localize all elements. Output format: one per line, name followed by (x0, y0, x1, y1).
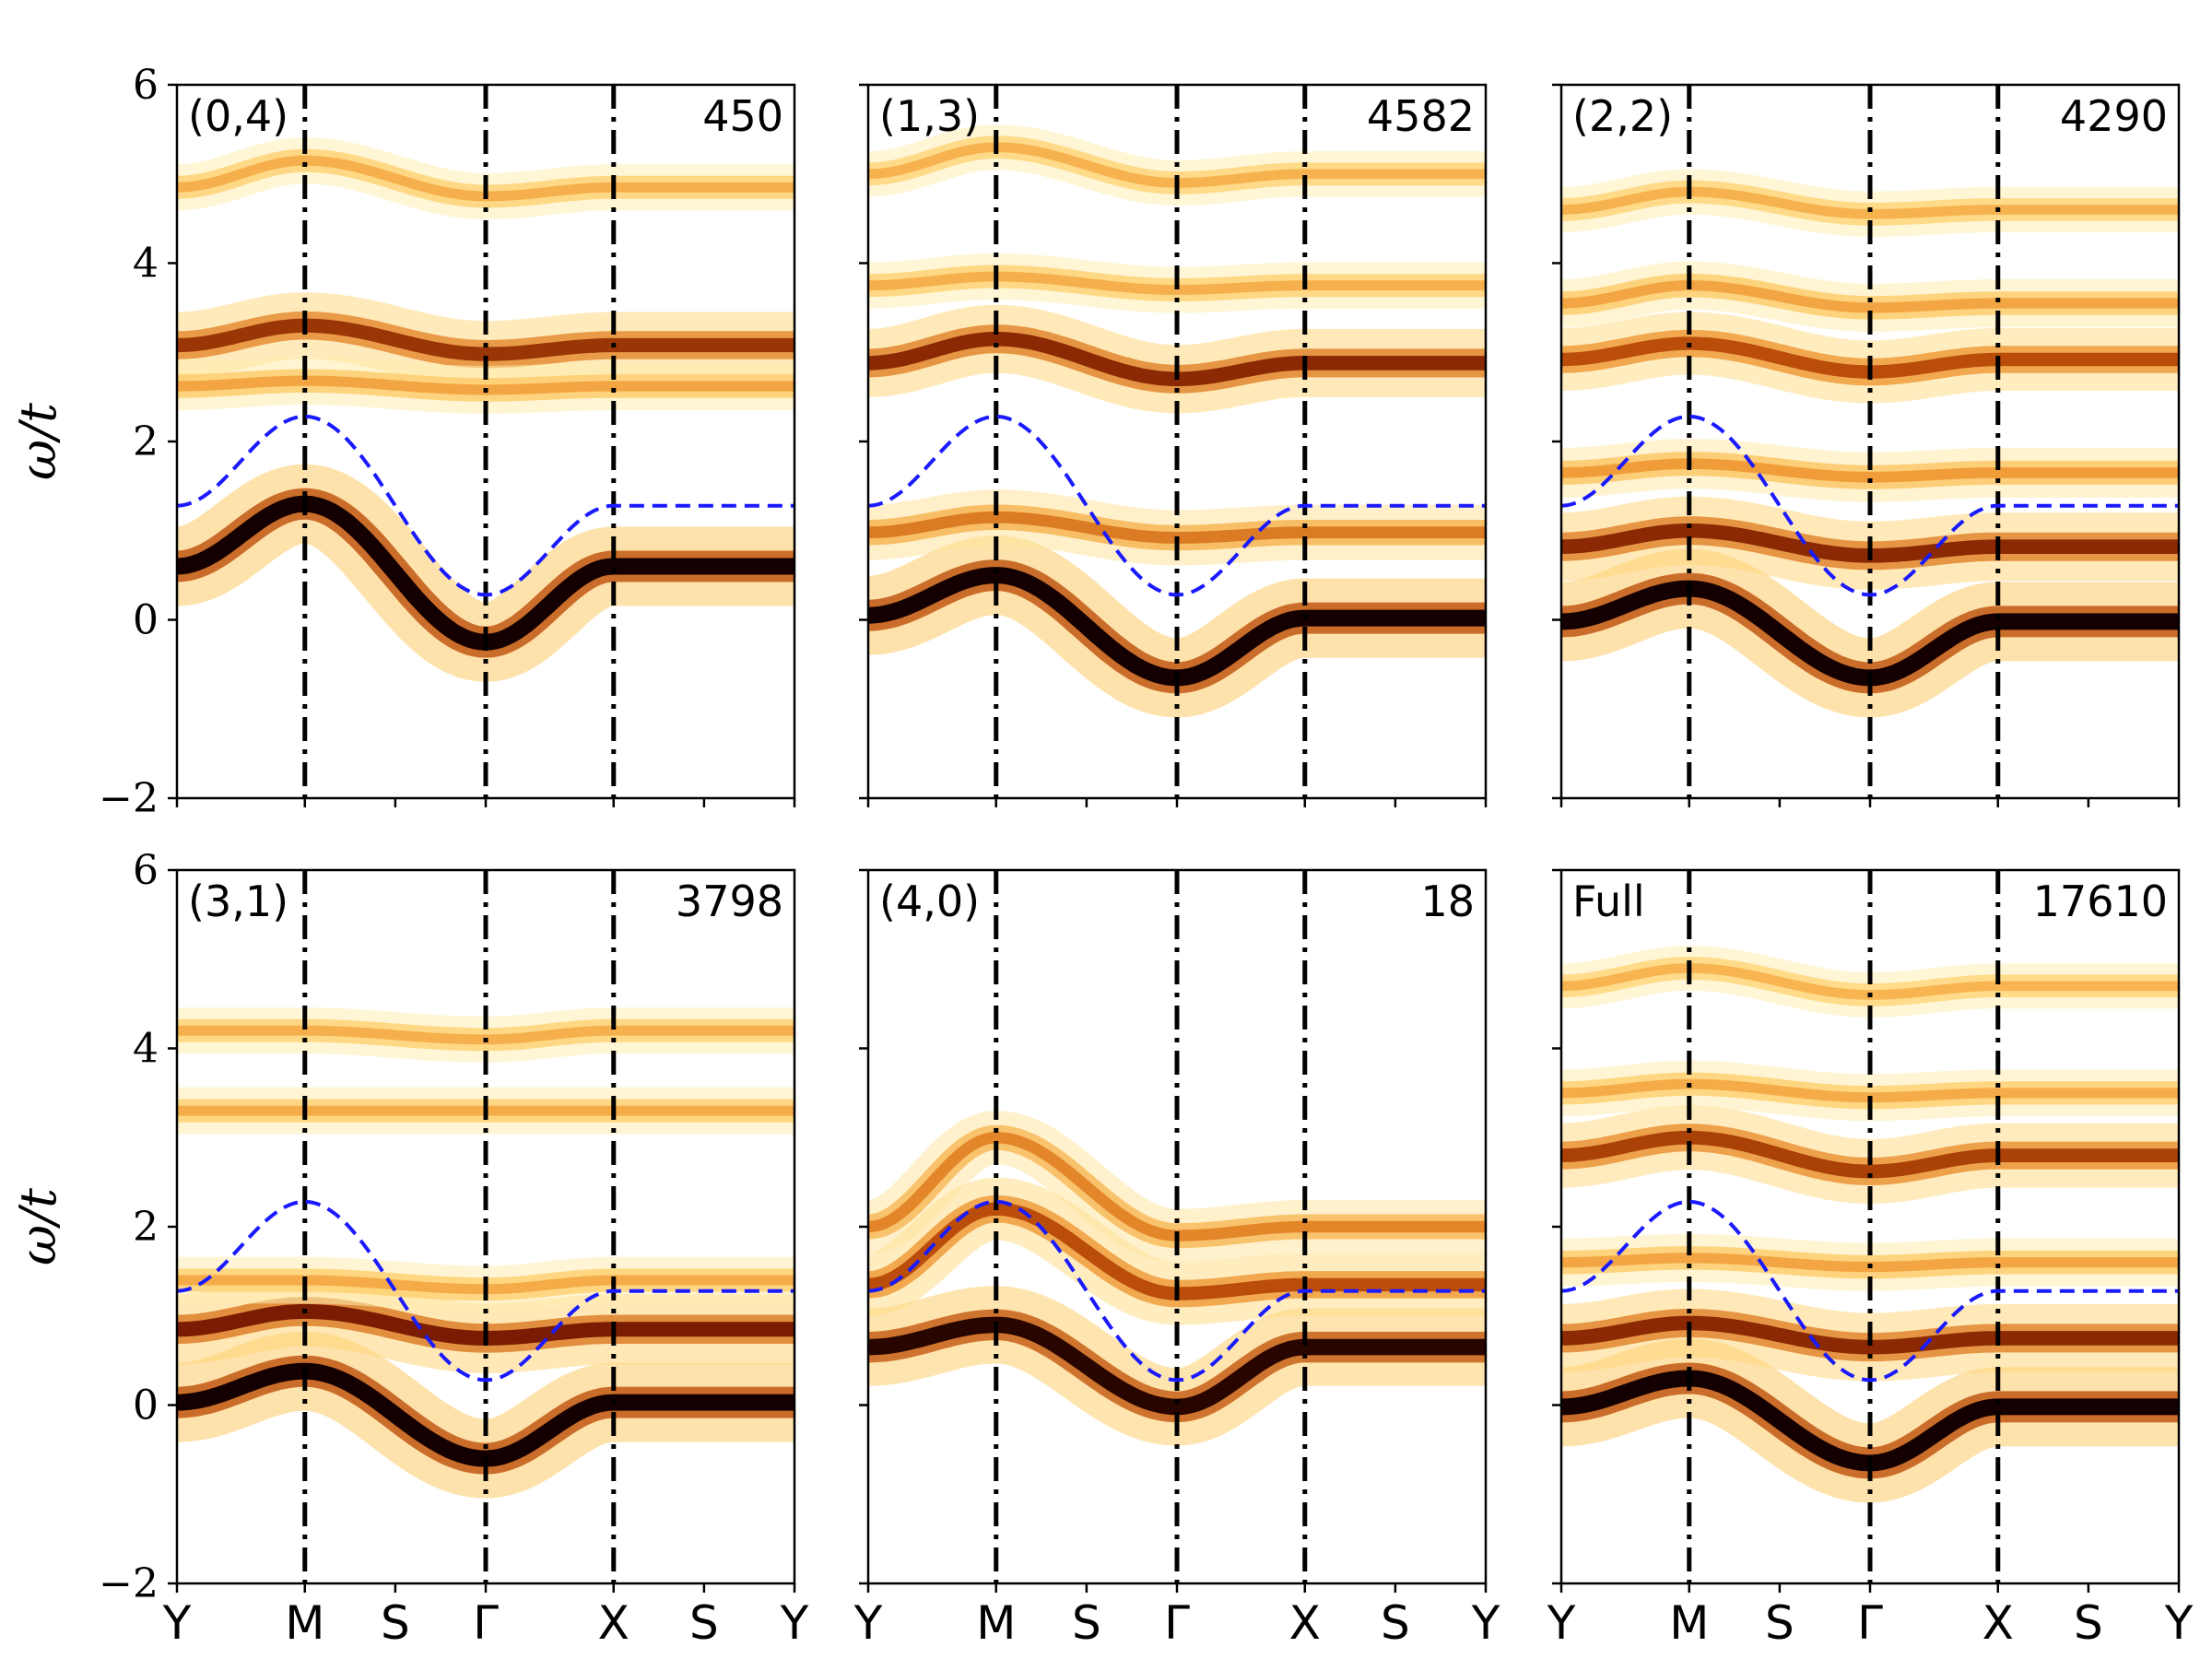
ytick-label: −2 (99, 1560, 159, 1607)
band-3-layer-2 (1561, 1130, 2179, 1179)
panel-0: −2 0 2 4 6 ω/t (0,4) 450 (9, 62, 796, 822)
y-axis-label: ω/t (9, 403, 67, 480)
ytick-label: 2 (133, 1204, 159, 1251)
panel-count: 4290 (2060, 91, 2168, 141)
dashed-curve (868, 1199, 1486, 1382)
panel-count: 4582 (1367, 91, 1475, 141)
ytick-label: 6 (133, 847, 159, 894)
band-1-layer-2 (1561, 1315, 2179, 1355)
band-0-layer-2 (868, 1316, 1486, 1416)
xtick-label: X (598, 1596, 629, 1650)
panel-4: Y M S Γ X S Y (4,0) 18 (853, 868, 1500, 1650)
panel-count: 450 (702, 91, 783, 141)
xtick-label: X (1289, 1596, 1321, 1650)
panel-count: 3798 (676, 877, 783, 926)
dashed-curve (177, 414, 794, 597)
xtick-label: S (2074, 1596, 2103, 1650)
xtick-label: Y (780, 1596, 809, 1650)
xtick-label: X (1983, 1596, 2014, 1650)
panel-1: (1,3) 4582 (859, 83, 1488, 807)
xtick-label: Y (853, 1596, 883, 1650)
xtick-label: S (1072, 1596, 1101, 1650)
ytick-label: −2 (99, 775, 159, 822)
xtick-label: Γ (473, 1596, 499, 1650)
panel-label: (0,4) (188, 91, 288, 141)
panel-5: Y M S Γ X S Y Full 17610 (1547, 868, 2194, 1650)
band-2-layer-2 (1561, 458, 2179, 483)
y-axis-label: ω/t (9, 1188, 67, 1265)
panel-2: (2,2) 4290 (1552, 83, 2181, 807)
xtick-label: S (689, 1596, 719, 1650)
dashed-curve (1561, 1199, 2179, 1382)
ytick-label: 4 (133, 1026, 159, 1073)
xtick-label: S (1381, 1596, 1410, 1650)
panel-label: (2,2) (1572, 91, 1673, 141)
ytick-label: 0 (133, 597, 159, 644)
dashed-curve (1561, 414, 2179, 597)
xtick-label: Y (162, 1596, 192, 1650)
panel-label: (4,0) (879, 877, 980, 926)
panel-count: 17610 (2033, 877, 2168, 926)
panel-3: −2 0 2 4 6 Y M S Γ X S Yω/t (3,1) 3798 (9, 847, 809, 1650)
panel-label: (1,3) (879, 91, 980, 141)
xtick-label: M (285, 1596, 324, 1650)
ytick-label: 0 (133, 1382, 159, 1430)
panel-label: Full (1572, 877, 1645, 926)
xtick-label: M (976, 1596, 1016, 1650)
ytick-label: 2 (133, 418, 159, 465)
band-4-layer-2 (1561, 280, 2179, 313)
xtick-label: Γ (1164, 1596, 1190, 1650)
band-5-layer-2 (1561, 186, 2179, 219)
ytick-label: 4 (133, 241, 159, 288)
xtick-label: S (1765, 1596, 1794, 1650)
xtick-label: Y (2164, 1596, 2194, 1650)
xtick-label: Γ (1857, 1596, 1883, 1650)
panels-root: −2 0 2 4 6 ω/t (0,4) 450 (1,3) 4582 (2,2) 4290 −2 0 2 4… (9, 62, 2194, 1650)
band-1-layer-2 (177, 318, 794, 361)
ytick-label: 6 (133, 62, 159, 109)
xtick-label: Y (1471, 1596, 1500, 1650)
dashed-curve (868, 414, 1486, 597)
panel-count: 18 (1420, 877, 1475, 926)
panel-label: (3,1) (188, 877, 288, 926)
dashed-curve (177, 1199, 794, 1382)
band-3-layer-2 (868, 271, 1486, 295)
xtick-label: M (1669, 1596, 1709, 1650)
xtick-label: Y (1547, 1596, 1576, 1650)
xtick-label: S (381, 1596, 410, 1650)
